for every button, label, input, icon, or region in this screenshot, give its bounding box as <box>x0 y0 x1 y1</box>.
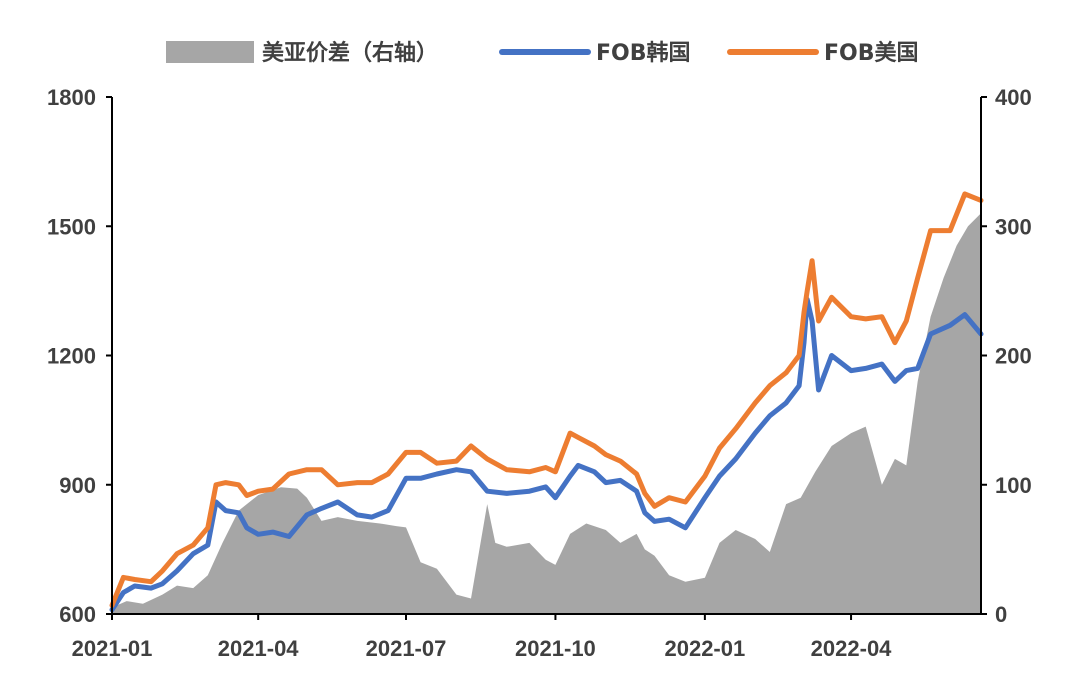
legend-label: FOB韩国 <box>596 40 691 66</box>
right-tick-label: 0 <box>995 602 1007 627</box>
series-area-spread <box>112 213 981 615</box>
legend-swatch-spread <box>166 41 254 63</box>
x-tick-label: 2021-01 <box>72 636 153 661</box>
series-line-usa <box>109 191 984 608</box>
left-tick-label: 1200 <box>47 344 96 369</box>
legend-label: FOB美国 <box>824 40 919 66</box>
left-tick-label: 600 <box>59 602 96 627</box>
right-tick-label: 300 <box>995 214 1032 239</box>
x-tick-label: 2022-01 <box>664 636 745 661</box>
series-line-korea <box>109 297 984 613</box>
right-tick-label: 100 <box>995 473 1032 498</box>
left-tick-label: 900 <box>59 473 96 498</box>
x-tick-label: 2021-04 <box>218 636 300 661</box>
right-tick-label: 400 <box>995 85 1032 110</box>
left-tick-label: 1500 <box>47 214 96 239</box>
legend-label: 美亚价差（右轴） <box>262 40 438 66</box>
x-tick-label: 2022-04 <box>811 636 893 661</box>
x-tick-label: 2021-07 <box>366 636 447 661</box>
right-tick-label: 200 <box>995 344 1032 369</box>
x-tick-label: 2021-10 <box>515 636 596 661</box>
left-tick-label: 1800 <box>47 85 96 110</box>
